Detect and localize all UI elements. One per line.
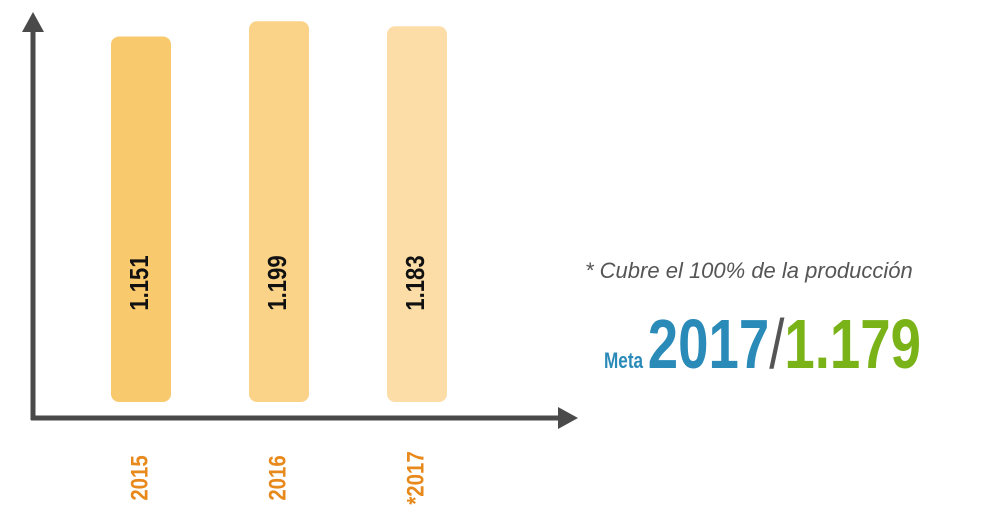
value-label: 1.183 [401,255,430,310]
x-tick-label: 2015 [126,455,153,500]
value-label: 1.151 [125,255,154,310]
x-axis-arrow [558,407,578,429]
meta-separator: / [769,306,785,384]
x-tick-label: 2016 [264,455,291,500]
note: * Cubre el 100% de la producción [585,258,913,283]
y-axis-arrow [22,12,44,32]
bar [111,36,171,402]
meta-label: Meta [604,349,644,374]
meta-text: Meta2017/1.179 [604,306,921,384]
bar [387,26,447,402]
bar [249,21,309,402]
meta-year: 2017 [648,306,769,384]
x-tick-label: *2017 [402,451,429,504]
meta-value: 1.179 [784,306,921,384]
meta: Meta2017/1.179 [604,306,921,384]
value-label: 1.199 [263,255,292,310]
